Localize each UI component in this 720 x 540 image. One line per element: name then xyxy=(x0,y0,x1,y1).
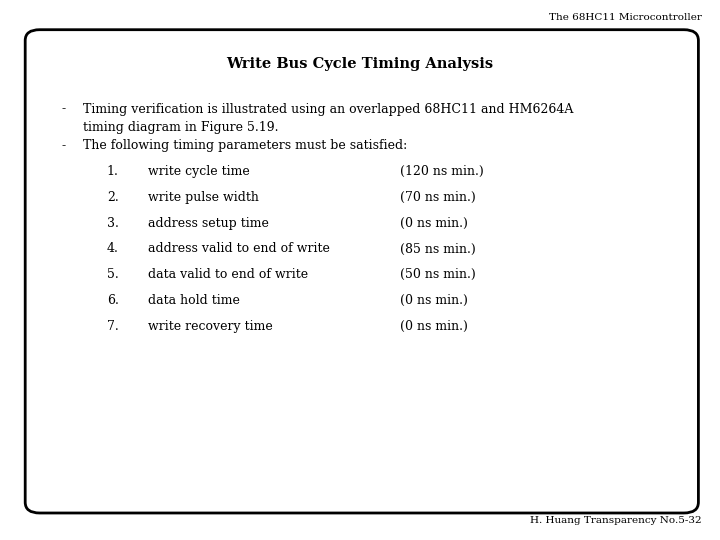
Text: (0 ns min.): (0 ns min.) xyxy=(400,320,467,333)
Text: The following timing parameters must be satisfied:: The following timing parameters must be … xyxy=(83,139,407,152)
Text: -: - xyxy=(61,139,66,152)
Text: 3.: 3. xyxy=(107,217,119,230)
Text: 4.: 4. xyxy=(107,242,119,255)
Text: (50 ns min.): (50 ns min.) xyxy=(400,268,475,281)
Text: write cycle time: write cycle time xyxy=(148,165,249,178)
Text: timing diagram in Figure 5.19.: timing diagram in Figure 5.19. xyxy=(83,122,279,134)
FancyBboxPatch shape xyxy=(25,30,698,513)
Text: data hold time: data hold time xyxy=(148,294,240,307)
Text: (70 ns min.): (70 ns min.) xyxy=(400,191,475,204)
Text: Write Bus Cycle Timing Analysis: Write Bus Cycle Timing Analysis xyxy=(226,57,494,71)
Text: 7.: 7. xyxy=(107,320,119,333)
Text: H. Huang Transparency No.5-32: H. Huang Transparency No.5-32 xyxy=(531,516,702,525)
Text: 6.: 6. xyxy=(107,294,119,307)
Text: (85 ns min.): (85 ns min.) xyxy=(400,242,475,255)
Text: data valid to end of write: data valid to end of write xyxy=(148,268,307,281)
Text: (120 ns min.): (120 ns min.) xyxy=(400,165,483,178)
Text: write recovery time: write recovery time xyxy=(148,320,272,333)
Text: (0 ns min.): (0 ns min.) xyxy=(400,217,467,230)
Text: Timing verification is illustrated using an overlapped 68HC11 and HM6264A: Timing verification is illustrated using… xyxy=(83,103,573,116)
Text: write pulse width: write pulse width xyxy=(148,191,258,204)
Text: 2.: 2. xyxy=(107,191,119,204)
Text: 1.: 1. xyxy=(107,165,119,178)
Text: -: - xyxy=(61,103,66,116)
Text: (0 ns min.): (0 ns min.) xyxy=(400,294,467,307)
Text: address setup time: address setup time xyxy=(148,217,269,230)
Text: 5.: 5. xyxy=(107,268,119,281)
Text: address valid to end of write: address valid to end of write xyxy=(148,242,330,255)
Text: The 68HC11 Microcontroller: The 68HC11 Microcontroller xyxy=(549,14,702,23)
